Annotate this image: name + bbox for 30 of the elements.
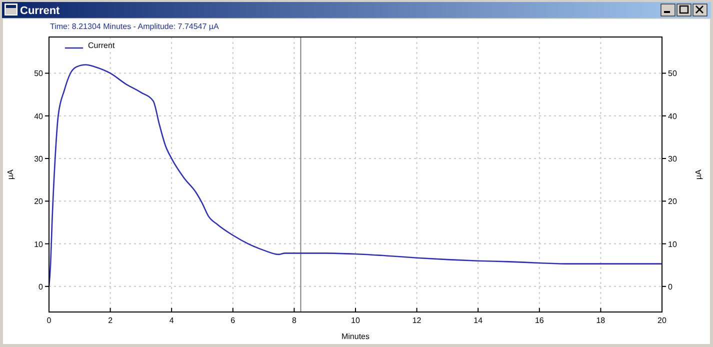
y2-tick-label: 10 [668,240,678,249]
y2-tick-label: 20 [668,197,678,206]
y-tick-label: 30 [34,154,44,164]
x-tick-label: 16 [534,316,544,325]
x-tick-label: 0 [46,316,52,325]
y-tick-label: 20 [34,197,44,206]
x-tick-label: 2 [108,316,114,325]
y2-tick-label: 0 [668,282,673,292]
y2-tick-label: 40 [668,112,678,121]
x-tick-label: 6 [230,316,236,325]
y2-axis-title: µA [694,168,703,180]
y-tick-label: 10 [34,240,44,249]
x-axis-title: Minutes [341,332,370,341]
y-tick-label: 50 [34,69,44,78]
x-tick-label: 4 [169,316,174,325]
y2-tick-label: 30 [668,154,678,164]
x-tick-label: 8 [292,316,297,325]
chart-title: Current [20,5,60,17]
line-series [48,64,663,288]
legend-label: Current [88,41,116,50]
x-tick-label: 20 [658,316,667,325]
x-tick-label: 12 [412,316,422,325]
y-tick-label: 0 [38,282,44,292]
chart-subtitle: Time: 8.21304 Minutes - Amplitude: 7.74547 µA [50,22,220,31]
x-tick-label: 14 [474,316,484,325]
y2-tick-label: 50 [668,69,678,78]
x-tick-label: 18 [596,316,606,325]
y-axis-title: µA [6,168,15,180]
x-tick-label: 10 [351,316,360,325]
y-tick-label: 40 [34,112,44,121]
